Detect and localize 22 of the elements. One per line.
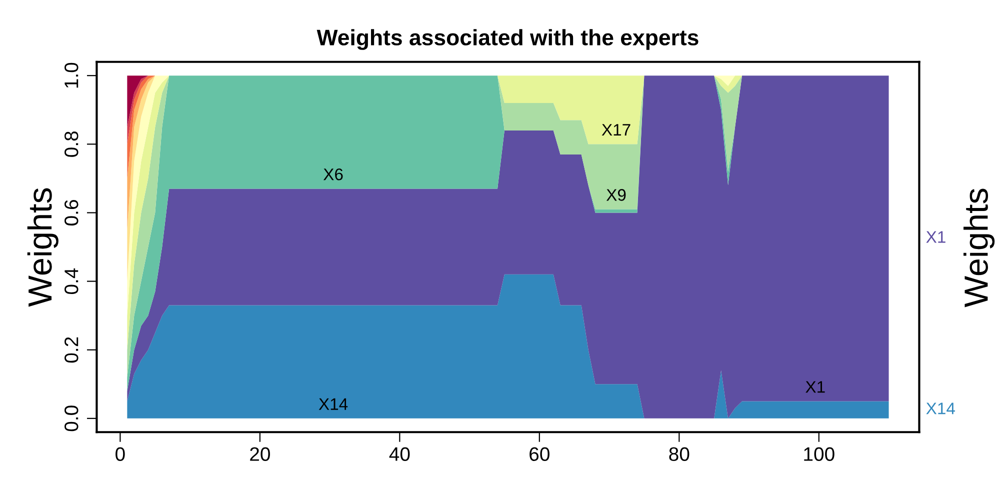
text: X1 — [926, 231, 946, 243]
series-label: X6 — [323, 168, 343, 180]
chart-title: Weights associated with the experts — [316, 29, 698, 50]
series-label: X9 — [606, 189, 626, 201]
series-label: X14 — [318, 398, 348, 410]
y-tick-label: 0.0 — [64, 406, 78, 432]
x-tick-label: 100 — [804, 447, 834, 461]
y-tick-label: 0.8 — [64, 131, 78, 157]
x-tick-label: 20 — [250, 447, 270, 461]
series-label: X1 — [806, 381, 825, 393]
x-tick-label: 0 — [116, 447, 125, 461]
x-tick-label: 40 — [389, 447, 410, 461]
y-tick-label: 0.2 — [64, 337, 78, 363]
x-tick-label: 80 — [669, 447, 690, 461]
text: X14 — [926, 402, 955, 414]
series-label: X17 — [602, 124, 630, 136]
y-axis-title: Weights — [27, 188, 58, 307]
y-tick-label: 0.6 — [64, 200, 78, 226]
y-tick-label: 1.0 — [64, 62, 78, 88]
x-tick-label: 60 — [530, 447, 550, 461]
y-tick-label: 0.4 — [64, 268, 78, 294]
y2-axis-title: Weights — [964, 188, 995, 308]
